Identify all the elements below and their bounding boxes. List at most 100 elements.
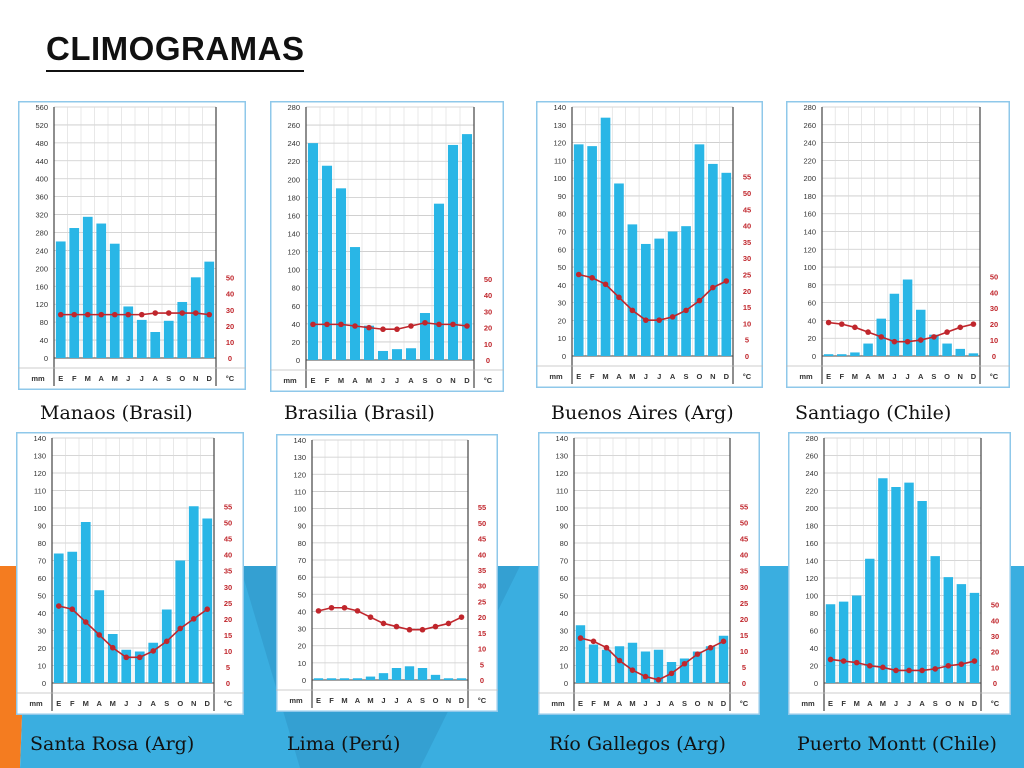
month-label: A: [616, 372, 622, 381]
caption-santiago: Santiago (Chile): [795, 402, 952, 424]
caption-puerto-montt: Puerto Montt (Chile): [797, 733, 997, 755]
precip-tick-label: 0: [44, 354, 48, 363]
precip-tick-label: 180: [803, 192, 816, 201]
caption-rio-gallegos: Río Gallegos (Arg): [549, 733, 726, 755]
precip-tick-label: 60: [560, 574, 568, 583]
precip-bar-d-12: [204, 261, 215, 358]
precip-unit-label: mm: [801, 699, 815, 708]
month-label: F: [590, 372, 595, 381]
temp-point-2: [838, 321, 845, 327]
month-label: M: [341, 696, 347, 705]
temp-tick-label: 40: [743, 222, 751, 231]
temp-point-11: [957, 324, 964, 331]
precip-tick-label: 90: [558, 192, 566, 201]
temp-tick-label: 50: [990, 272, 998, 281]
month-label: J: [907, 699, 911, 708]
temp-tick-label: 5: [742, 663, 746, 672]
temp-tick-label: 0: [226, 679, 230, 688]
month-label: O: [179, 374, 185, 383]
precip-bar-m-5: [878, 478, 888, 683]
month-label: O: [945, 699, 951, 708]
temp-point-3: [82, 619, 89, 625]
precip-tick-label: 100: [293, 505, 306, 514]
temp-tick-label: 15: [743, 303, 751, 312]
temp-point-3: [84, 311, 91, 318]
precip-bar-o-10: [175, 560, 186, 683]
month-label: M: [338, 376, 344, 385]
precip-bar-j-7: [904, 482, 914, 683]
temp-point-12: [720, 638, 727, 645]
temp-tick-label: 45: [743, 205, 751, 214]
temp-point-9: [163, 638, 170, 645]
precip-tick-label: 260: [803, 121, 816, 130]
temp-point-10: [694, 651, 701, 657]
precip-tick-label: 100: [805, 592, 818, 601]
month-label: A: [97, 699, 103, 708]
temp-point-11: [710, 284, 716, 291]
precip-bar-a-8: [148, 642, 159, 683]
precip-bar-f-2: [326, 678, 337, 680]
precip-bar-d-12: [461, 134, 473, 360]
precip-tick-label: 160: [803, 210, 816, 219]
month-label: D: [724, 372, 730, 381]
temp-point-8: [917, 337, 924, 343]
temp-point-5: [111, 311, 118, 318]
precip-tick-label: 110: [554, 156, 566, 165]
caption-manaos: Manaos (Brasil): [40, 402, 193, 424]
month-label: M: [110, 699, 116, 708]
temp-unit-label: °C: [990, 372, 999, 381]
precip-tick-label: 140: [293, 436, 306, 445]
temp-point-11: [190, 616, 197, 622]
temp-unit-label: °C: [224, 699, 233, 708]
precip-bar-j-6: [640, 651, 651, 683]
precip-tick-label: 40: [808, 316, 816, 325]
temp-tick-label: 25: [743, 271, 751, 280]
temp-tick-label: 15: [224, 631, 232, 640]
precip-tick-label: 10: [298, 659, 306, 668]
temp-tick-label: 40: [226, 290, 234, 299]
precip-bar-a-8: [917, 501, 927, 683]
precip-bar-a-8: [404, 666, 415, 680]
month-label: M: [878, 372, 884, 381]
precip-tick-label: 240: [287, 139, 300, 148]
month-label: F: [329, 696, 334, 705]
month-label: J: [124, 699, 128, 708]
precip-tick-label: 260: [805, 452, 818, 461]
precip-tick-label: 560: [35, 103, 48, 112]
precip-tick-label: 10: [558, 334, 566, 343]
precip-bar-s-9: [929, 334, 939, 356]
precip-tick-label: 260: [287, 121, 300, 130]
temp-point-3: [602, 281, 609, 288]
temp-tick-label: 10: [991, 663, 999, 672]
temp-point-2: [324, 321, 330, 328]
temp-point-5: [629, 307, 636, 314]
temp-point-12: [204, 606, 211, 613]
month-label: S: [682, 699, 687, 708]
temp-tick-label: 10: [740, 647, 748, 656]
temp-point-7: [138, 311, 145, 318]
precip-tick-label: 0: [562, 352, 566, 361]
precip-bar-n-11: [447, 144, 459, 360]
precip-tick-label: 440: [35, 157, 48, 166]
precip-tick-label: 0: [812, 352, 816, 361]
temp-point-10: [179, 310, 186, 316]
caption-buenos-aires: Buenos Aires (Arg): [551, 402, 734, 424]
temp-tick-label: 10: [226, 338, 234, 347]
month-label: M: [83, 699, 89, 708]
precip-tick-label: 160: [35, 282, 48, 291]
precip-bar-e-1: [575, 625, 586, 683]
temp-tick-label: 45: [224, 535, 232, 544]
month-label: M: [880, 699, 886, 708]
precip-bar-j-6: [123, 306, 134, 358]
temp-point-4: [354, 608, 361, 614]
precip-unit-label: mm: [283, 376, 297, 385]
temp-point-8: [152, 310, 159, 316]
month-label: J: [395, 376, 399, 385]
temp-point-5: [366, 324, 372, 331]
precip-tick-label: 140: [803, 228, 816, 237]
temp-point-1: [315, 608, 322, 614]
precip-unit-label: mm: [29, 699, 43, 708]
temp-tick-label: 55: [224, 503, 232, 512]
month-label: A: [670, 372, 676, 381]
month-label: N: [959, 699, 964, 708]
